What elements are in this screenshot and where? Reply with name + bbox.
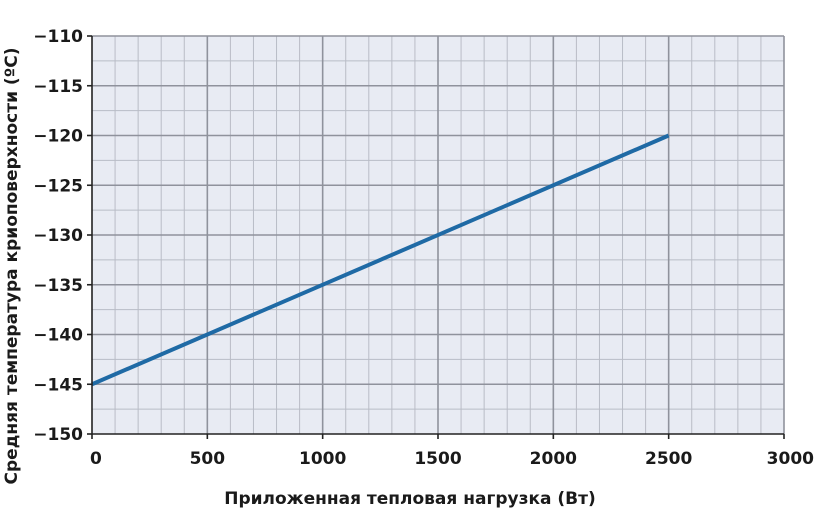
y-tick-label: −120 <box>33 127 83 147</box>
y-tick-label: −145 <box>33 375 83 395</box>
x-tick-label: 500 <box>190 449 226 469</box>
x-tick-label: 2500 <box>645 449 692 469</box>
y-tick-label: −150 <box>33 425 83 445</box>
x-tick-label: 1000 <box>299 449 346 469</box>
x-tick-label: 0 <box>90 449 102 469</box>
y-tick-label: −130 <box>33 226 83 246</box>
series-line <box>91 133 670 387</box>
series-group <box>91 133 670 387</box>
y-tick-label: −115 <box>33 77 83 97</box>
x-tick-labels: 0 500 1000 1500 2000 2500 3000 <box>90 449 814 469</box>
y-tick-label: −135 <box>33 276 83 296</box>
y-axis-label: Средняя температура криоповерхности (ºC) <box>2 47 22 484</box>
y-tick-labels: −110 −115 −120 −125 −130 −135 −140 −145 −150 <box>33 27 83 445</box>
axes <box>87 35 785 439</box>
y-tick-label: −110 <box>33 27 83 47</box>
y-tick-label: −140 <box>33 326 83 346</box>
x-tick-label: 3000 <box>767 449 814 469</box>
x-tick-label: 1500 <box>414 449 461 469</box>
y-tick-label: −125 <box>33 176 83 196</box>
x-tick-label: 2000 <box>530 449 577 469</box>
grid <box>92 35 785 434</box>
x-axis-label: Приложенная тепловая нагрузка (Вт) <box>224 489 596 509</box>
